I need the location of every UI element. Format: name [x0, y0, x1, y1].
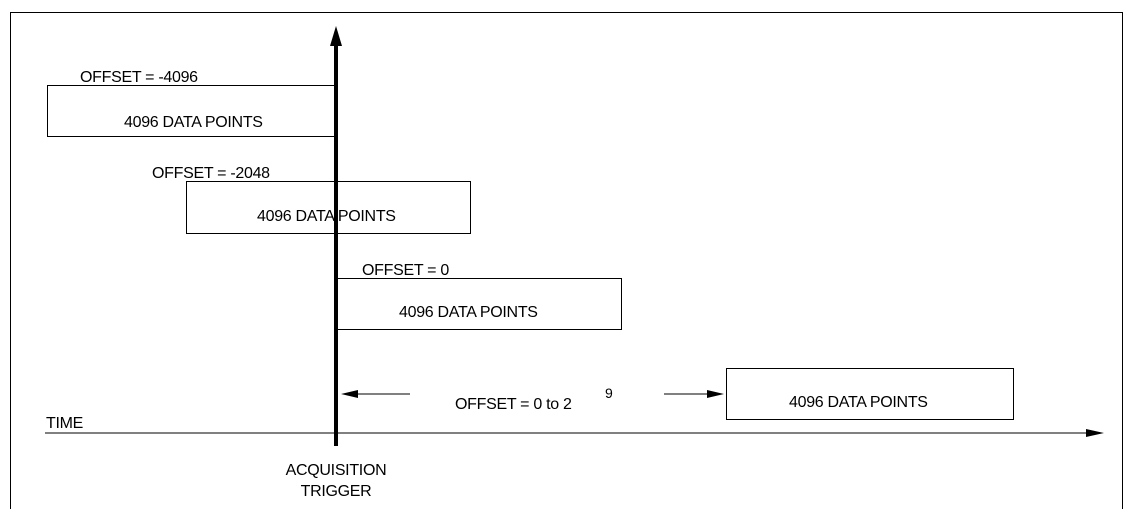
trigger-label-line2: TRIGGER [300, 483, 372, 500]
data-block-4: 4096 DATA POINTS [726, 368, 1014, 420]
range-arrow-right-head [707, 390, 724, 398]
range-arrow-left-head [341, 390, 358, 398]
data-block-2-label: 4096 DATA POINTS [257, 208, 396, 225]
data-block-4-label: 4096 DATA POINTS [789, 394, 928, 411]
offset-label-1: OFFSET = -4096 [80, 69, 198, 86]
data-block-3: 4096 DATA POINTS [337, 278, 622, 330]
offset-label-2: OFFSET = -2048 [152, 165, 270, 182]
time-axis-arrowhead [1086, 429, 1104, 437]
data-block-3-label: 4096 DATA POINTS [399, 304, 538, 321]
data-block-1: 4096 DATA POINTS [47, 85, 337, 137]
data-block-1-label: 4096 DATA POINTS [124, 114, 263, 131]
offset-label-3: OFFSET = 0 [362, 262, 449, 279]
data-block-2: 4096 DATA POINTS [186, 181, 471, 234]
offset-label-4: OFFSET = 0 to 2 [455, 396, 572, 413]
diagram-frame [10, 12, 1123, 509]
offset-exponent-4: 9 [605, 385, 613, 401]
trigger-label-line1: ACQUISITION [285, 462, 387, 479]
time-axis-label: TIME [46, 415, 84, 432]
trigger-axis-arrowhead [330, 26, 342, 46]
